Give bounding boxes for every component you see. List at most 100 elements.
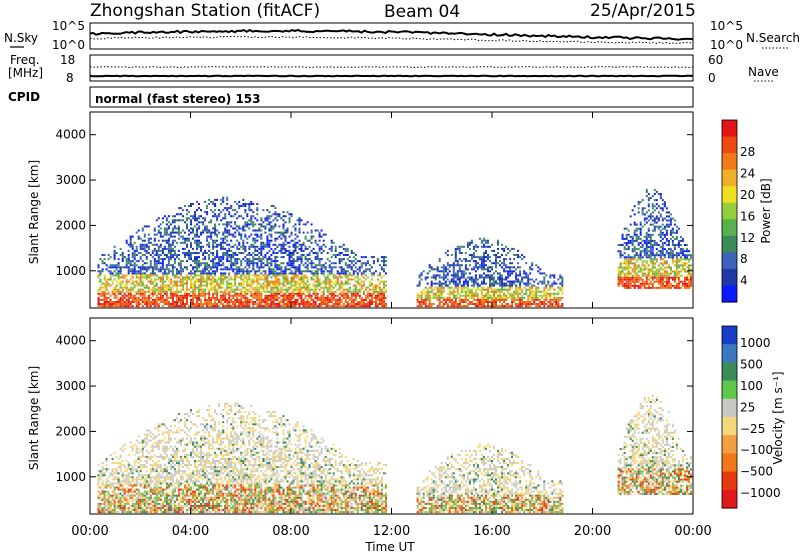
echo-cell — [440, 305, 443, 308]
echo-cell — [236, 262, 239, 265]
echo-cell — [137, 290, 140, 293]
echo-cell — [472, 260, 475, 263]
echo-cell — [129, 274, 132, 277]
echo-cell — [147, 239, 150, 242]
echo-cell — [661, 262, 664, 265]
echo-cell — [383, 305, 385, 308]
echo-cell — [493, 282, 495, 285]
echo-cell — [274, 239, 277, 242]
echo-cell — [192, 296, 194, 299]
echo-cell — [458, 303, 461, 305]
echo-cell — [250, 219, 253, 222]
echo-cell — [278, 301, 281, 303]
echo-cell — [358, 305, 361, 308]
echo-cell — [274, 243, 277, 246]
echo-cell — [129, 286, 132, 289]
echo-cell — [318, 247, 321, 250]
echo-cell — [232, 290, 235, 293]
echo-cell — [483, 264, 485, 267]
echo-cell — [364, 298, 367, 301]
echo-cell — [173, 305, 176, 308]
echo-cell — [529, 294, 532, 297]
echo-cell — [234, 282, 237, 285]
echo-cell — [288, 260, 291, 263]
echo-cell — [232, 262, 235, 265]
echo-cell — [171, 264, 174, 267]
echo-cell — [117, 264, 120, 267]
echo-cell — [495, 292, 497, 295]
echo-cell — [159, 245, 162, 248]
echo-cell — [161, 296, 164, 299]
echo-cell — [141, 301, 144, 303]
echo-cell — [252, 256, 255, 259]
echo-cell — [553, 282, 556, 285]
echo-cell — [228, 292, 231, 295]
echo-cell — [310, 276, 313, 279]
echo-cell — [545, 284, 548, 287]
echo-cell — [444, 301, 447, 303]
echo-cell — [111, 288, 114, 291]
echo-cell — [472, 292, 475, 295]
echo-cell — [499, 298, 501, 301]
echo-cell — [256, 290, 259, 293]
echo-cell — [517, 254, 520, 256]
echo-cell — [487, 256, 489, 259]
echo-cell — [383, 282, 385, 285]
echo-cell — [448, 294, 451, 297]
echo-cell — [487, 245, 489, 248]
echo-cell — [306, 239, 309, 242]
echo-cell — [310, 237, 313, 240]
echo-cell — [444, 282, 447, 285]
echo-cell — [456, 260, 459, 263]
echo-cell — [302, 274, 305, 277]
echo-cell — [454, 301, 457, 303]
echo-cell — [260, 247, 263, 250]
echo-cell — [505, 266, 508, 269]
echo-cell — [153, 286, 156, 289]
echo-cell — [326, 301, 329, 303]
echo-cell — [302, 303, 305, 305]
echo-cell — [645, 233, 648, 236]
echo-cell — [661, 278, 664, 281]
echo-cell — [619, 254, 622, 257]
echo-cell — [655, 272, 658, 275]
echo-cell — [322, 286, 325, 289]
echo-cell — [372, 274, 375, 277]
echo-cell — [127, 290, 130, 293]
echo-cell — [523, 286, 526, 289]
echo-cell — [284, 274, 287, 277]
echo-cell — [553, 280, 556, 283]
echo-cell — [322, 294, 325, 297]
echo-cell — [208, 198, 211, 201]
echo-cell — [308, 305, 311, 308]
echo-cell — [258, 256, 261, 259]
echo-cell — [143, 298, 146, 301]
echo-cell — [177, 264, 180, 267]
echo-cell — [242, 301, 245, 303]
echo-cell — [147, 241, 150, 244]
echo-cell — [505, 276, 508, 279]
echo-cell — [509, 280, 512, 283]
echo-cell — [456, 292, 459, 295]
echo-cell — [276, 282, 279, 285]
echo-cell — [458, 268, 461, 271]
echo-cell — [304, 247, 307, 250]
echo-cell — [370, 296, 373, 299]
echo-cell — [314, 258, 317, 261]
echo-cell — [202, 221, 205, 224]
echo-cell — [216, 239, 219, 242]
echo-cell — [276, 286, 279, 289]
echo-cell — [472, 247, 475, 250]
echo-cell — [127, 298, 130, 301]
echo-cell — [535, 286, 538, 289]
echo-cell — [308, 290, 311, 293]
echo-cell — [184, 266, 186, 269]
echo-cell — [230, 258, 233, 261]
echo-cell — [196, 294, 198, 297]
echo-cell — [216, 268, 219, 271]
echo-cell — [248, 262, 251, 265]
echo-cell — [507, 288, 510, 291]
echo-cell — [533, 303, 536, 305]
echo-cell — [274, 260, 277, 263]
echo-cell — [474, 280, 477, 283]
